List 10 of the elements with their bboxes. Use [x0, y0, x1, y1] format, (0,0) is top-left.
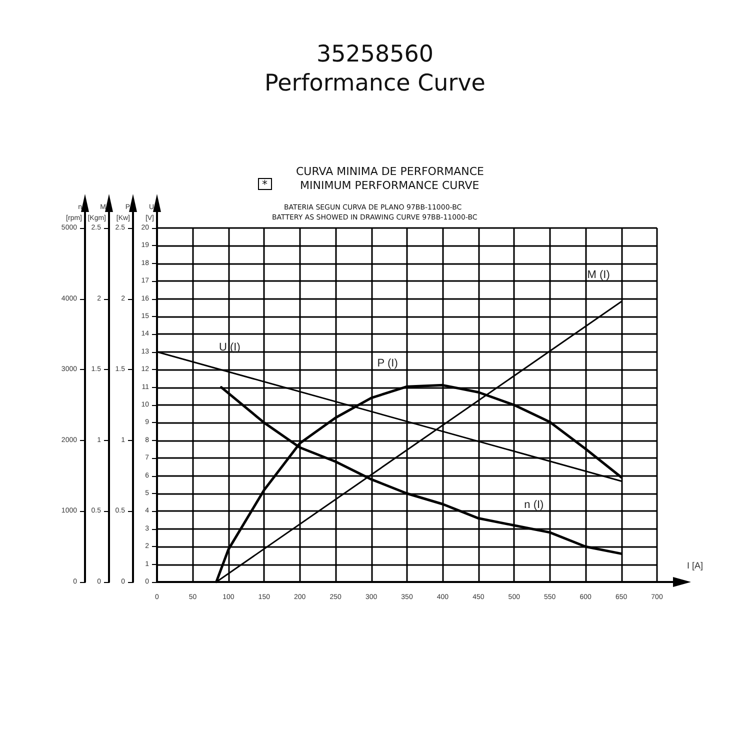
series-label: n (I) — [524, 498, 544, 511]
x-axis-title: I [A] — [687, 560, 704, 570]
text: MINIMUM PERFORMANCE CURVE — [300, 179, 480, 192]
text: CURVA MINIMA DE PERFORMANCE — [296, 165, 484, 178]
text: * — [262, 178, 268, 191]
chart-title: 35258560 — [316, 42, 434, 68]
series-label: P (I) — [377, 357, 398, 370]
series-label: U (I) — [219, 341, 240, 354]
chart-subtitle: Performance Curve — [264, 70, 486, 96]
text: M (I) — [587, 269, 610, 282]
